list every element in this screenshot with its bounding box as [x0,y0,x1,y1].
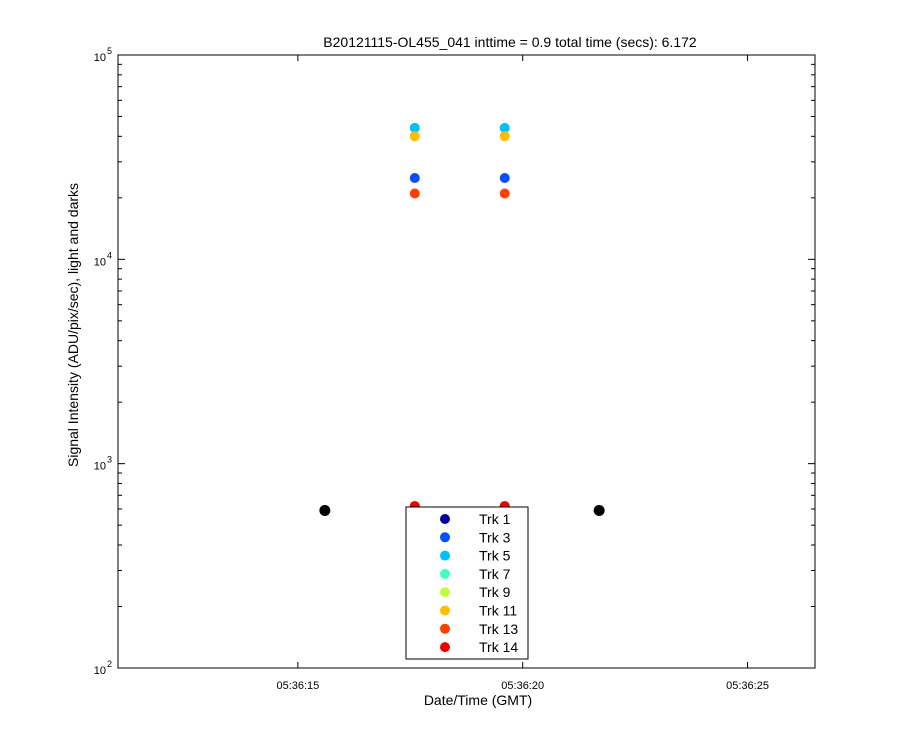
x-tick-label: 05:36:25 [726,680,769,692]
legend-marker [440,550,450,561]
y-tick-exponent: 2 [107,659,112,669]
plot-area [117,54,816,669]
legend-label: Trk 13 [479,621,518,637]
legend-label: Trk 7 [479,566,511,582]
y-tick-base: 10 [94,665,106,677]
point-trk-3 [409,173,420,184]
point-trk-5 [409,122,420,133]
x-axis-label: Date/Time (GMT) [424,692,532,708]
legend-box [405,506,529,660]
legend-label: Trk 1 [479,511,511,527]
legend: Trk 1 Trk 3 Trk 5 Trk 7 Trk 9 Trk 11 Trk 13 Trk… [405,506,529,660]
point-trk-11 [409,131,420,142]
y-tick-base: 10 [94,256,106,268]
point-dark [319,504,331,516]
y-tick-exponent: 5 [107,46,112,56]
legend-label: Trk 3 [479,529,511,545]
chart-title: B20121115-OL455_041 inttime = 0.9 total … [323,34,697,50]
legend-label: Trk 9 [479,584,511,600]
legend-label: Trk 14 [479,639,518,655]
legend-marker [440,514,450,524]
y-tick-exponent: 3 [107,455,112,465]
x-tick-label: 05:36:20 [501,680,544,692]
point-trk-13 [409,188,420,199]
legend-marker [440,642,450,653]
legend-marker [440,605,450,616]
legend-label: Trk 5 [479,548,511,564]
point-trk-11 [499,131,510,142]
point-trk-13 [499,188,510,199]
y-tick-base: 10 [94,52,106,64]
legend-marker [440,587,450,598]
legend-marker [440,568,450,579]
point-dark [593,504,605,516]
axis-ticks [118,55,815,669]
point-trk-3 [499,173,510,184]
x-tick-label: 05:36:15 [276,680,319,692]
legend-marker [440,623,450,634]
y-tick-exponent: 4 [107,250,112,260]
legend-marker [440,532,450,543]
x-tick-labels: 05:36:15 05:36:20 05:36:25 [276,680,769,692]
y-tick-base: 10 [94,461,106,473]
data-points [319,122,605,516]
y-axis-label: Signal Intensity (ADU/pix/sec), light an… [65,183,81,467]
point-trk-5 [499,122,510,133]
legend-label: Trk 11 [479,603,517,619]
